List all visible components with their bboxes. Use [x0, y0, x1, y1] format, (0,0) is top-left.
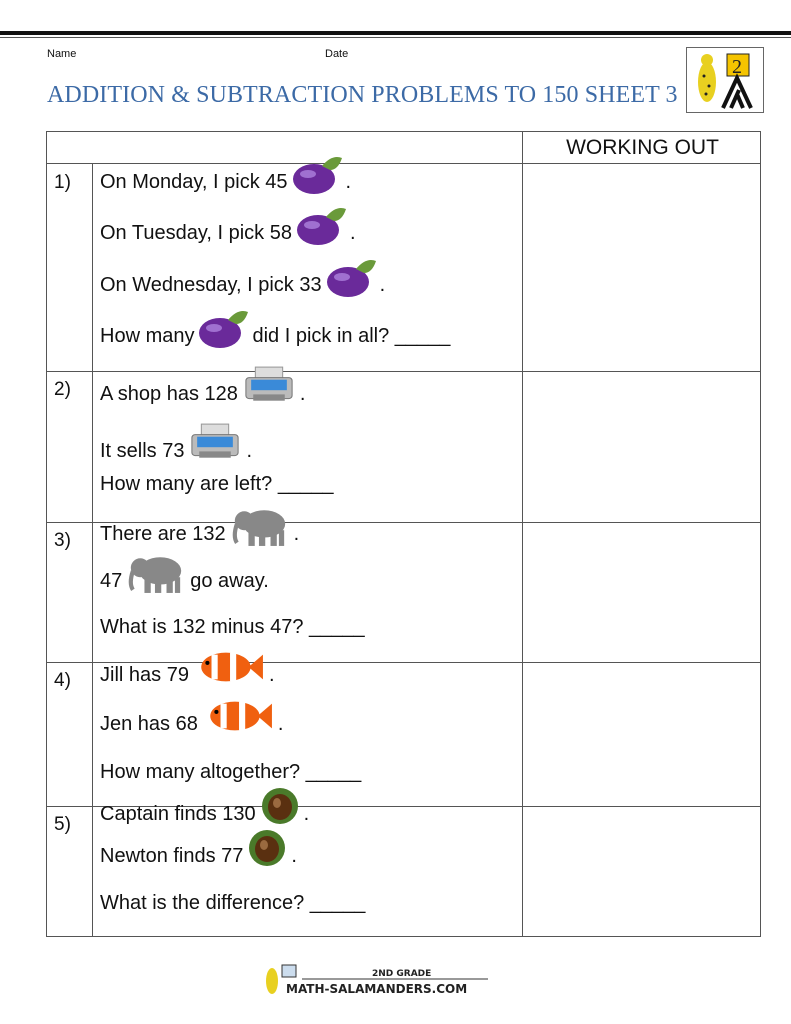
row-divider [47, 662, 760, 663]
problem-line: Jen has 68. [100, 704, 283, 744]
eggplant-icon [296, 203, 346, 247]
problem-line: Newton finds 77. [100, 836, 297, 876]
line-text-after: . [349, 221, 356, 244]
top-rule-thin [0, 37, 791, 38]
footer-site: MATH-SALAMANDERS.COM [286, 982, 467, 996]
problem-number: 3) [54, 530, 71, 551]
line-text: What is 132 minus 47? _____ [100, 615, 365, 638]
line-text: Captain finds 130 [100, 802, 256, 825]
problem-number: 1) [54, 172, 71, 193]
row-divider [47, 371, 760, 372]
line-text-after: . [379, 273, 386, 296]
eggplant-icon [198, 306, 248, 350]
line-text-after: . [293, 522, 300, 545]
line-text: How many altogether? _____ [100, 760, 362, 783]
line-text-after: . [303, 802, 310, 825]
line-text: A shop has 128 [100, 382, 238, 405]
problem-line: How many did I pick in all? _____ [100, 316, 450, 356]
problem-number: 4) [54, 670, 71, 691]
printer-icon [188, 422, 242, 464]
line-text: How many are left? _____ [100, 472, 334, 495]
footer-logo: 2ND GRADE MATH-SALAMANDERS.COM [262, 963, 492, 997]
line-text: It sells 73 [100, 439, 185, 462]
row-divider [47, 806, 760, 807]
line-text: What is the difference? _____ [100, 891, 366, 914]
line-text-after: go away. [190, 569, 269, 592]
problem-line: How many altogether? _____ [100, 752, 361, 792]
line-text: There are 132 [100, 522, 226, 545]
top-rule [0, 31, 791, 35]
problem-line: On Monday, I pick 45. [100, 162, 351, 202]
problem-number: 2) [54, 379, 71, 400]
problem-line: Captain finds 130. [100, 794, 309, 834]
line-text-after: . [246, 439, 253, 462]
problem-line: On Tuesday, I pick 58. [100, 213, 356, 253]
line-text-after: did I pick in all? _____ [252, 324, 451, 347]
problem-line: There are 132. [100, 514, 299, 554]
footer-grade: 2ND GRADE [372, 969, 431, 979]
problems-table: WORKING OUT 1) On Monday, I pick 45. On Tu… [46, 131, 761, 937]
elephant-icon [126, 552, 186, 594]
problem-number: 5) [54, 814, 71, 835]
line-text: Newton finds 77 [100, 844, 244, 867]
elephant-icon [230, 505, 290, 547]
line-text: Jen has 68 [100, 712, 198, 735]
eggplant-icon [292, 152, 342, 196]
line-text: On Wednesday, I pick 33 [100, 273, 322, 296]
problem-line: It sells 73. [100, 431, 252, 471]
line-text-after: . [299, 382, 306, 405]
line-text-after: . [277, 712, 284, 735]
problem-line: How many are left? _____ [100, 464, 333, 504]
line-text-after: . [345, 170, 352, 193]
problem-line: On Wednesday, I pick 33. [100, 265, 385, 305]
line-text: On Monday, I pick 45 [100, 170, 288, 193]
line-text-after: . [268, 663, 275, 686]
line-text: 47 [100, 569, 123, 592]
eggplant-icon [326, 255, 376, 299]
problem-line: Jill has 79. [100, 655, 275, 695]
line-text: Jill has 79 [100, 663, 189, 686]
clownfish-icon [193, 646, 265, 688]
name-label: Name [47, 48, 77, 60]
problem-line: A shop has 128. [100, 374, 305, 414]
salamander-logo: 2 [686, 47, 764, 113]
page-title: ADDITION & SUBTRACTION PROBLEMS TO 150 S… [47, 82, 678, 108]
printer-icon [242, 365, 296, 407]
problem-line: What is 132 minus 47? _____ [100, 607, 365, 647]
logo-grade-number: 2 [732, 56, 742, 78]
line-text: On Tuesday, I pick 58 [100, 221, 292, 244]
line-text: How many [100, 324, 195, 347]
chestnut-icon [260, 786, 300, 826]
problem-line: What is the difference? _____ [100, 883, 365, 923]
line-text-after: . [291, 844, 297, 867]
row-divider [47, 522, 760, 523]
clownfish-icon [202, 695, 274, 737]
working-out-header: WORKING OUT [566, 136, 719, 159]
problem-line: 47 go away. [100, 561, 269, 601]
date-label: Date [325, 48, 349, 60]
chestnut-icon [247, 828, 287, 868]
